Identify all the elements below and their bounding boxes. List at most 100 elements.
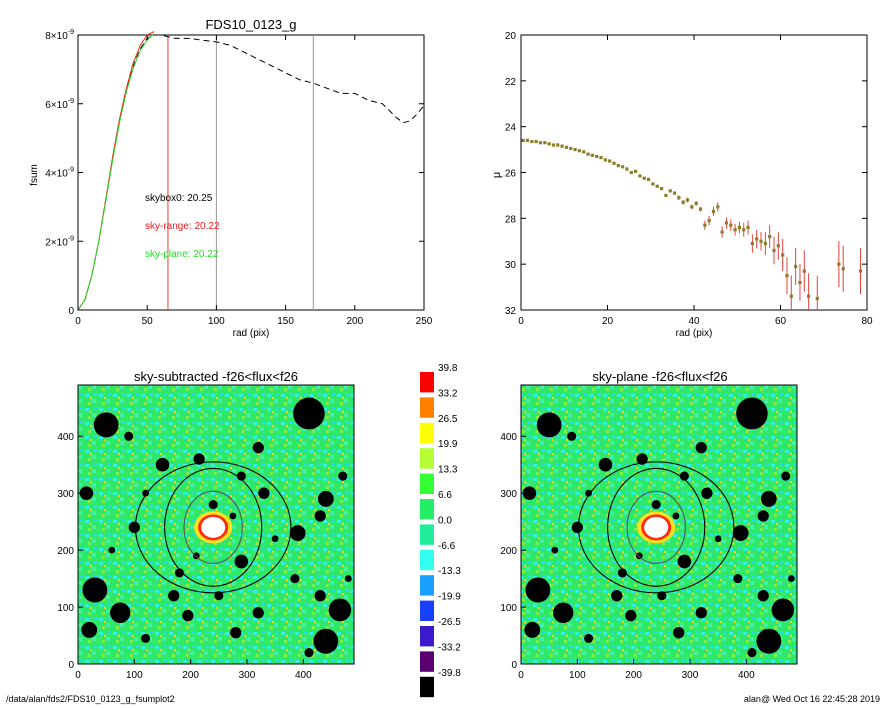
image-ytick-label: 300 (57, 489, 74, 500)
masked-object (79, 486, 94, 501)
masked-object (110, 602, 131, 624)
masked-object (304, 648, 314, 658)
colorbar-label: 13.3 (438, 465, 458, 476)
mu-point (733, 228, 737, 232)
mu-point (655, 184, 659, 188)
image-xtick-label: 200 (182, 670, 199, 681)
mu-point (556, 143, 560, 147)
masked-object (571, 521, 583, 534)
isophote-ellipse (164, 467, 263, 587)
mu-point (685, 198, 690, 202)
fsum-xtick-label: 100 (208, 316, 225, 327)
mu-point (530, 139, 534, 144)
masked-object (567, 431, 577, 441)
mu-point (707, 219, 711, 223)
fsum-ylabel: fsum (29, 164, 40, 186)
mu-point (577, 149, 581, 153)
image-ytick-label: 100 (57, 603, 74, 614)
mu-ytick-label: 20 (505, 31, 517, 42)
masked-object (536, 412, 562, 438)
masked-object (756, 628, 782, 654)
colorbar-swatch (420, 499, 434, 520)
masked-object (673, 626, 685, 639)
image-xtick-label: 300 (682, 670, 699, 681)
masked-object (234, 554, 249, 569)
mu-point (763, 241, 767, 246)
mu-point (802, 269, 806, 273)
masked-object (314, 510, 326, 522)
masked-object (553, 602, 574, 624)
mu-point (608, 159, 612, 163)
mu-xtick-label: 60 (775, 316, 787, 327)
mu-point (776, 244, 780, 248)
annotation-sky-plane: sky-plane: 20.22 (145, 249, 219, 260)
mu-point (634, 169, 638, 173)
mu-point (629, 170, 633, 175)
mu-point (798, 280, 802, 285)
mu-point (538, 141, 543, 145)
colorbar-swatch (420, 575, 434, 596)
mu-point (724, 221, 729, 225)
masked-object (757, 589, 769, 602)
colorbar-swatch (420, 626, 434, 647)
fsum-xtick-label: 250 (416, 316, 433, 327)
mu-point (547, 142, 551, 146)
masked-object (747, 648, 757, 658)
mu-point (616, 164, 620, 168)
colorbar-swatch (420, 397, 434, 418)
masked-object (677, 554, 692, 569)
image-frame (520, 384, 798, 665)
fsum-xtick-label: 200 (346, 316, 363, 327)
fsum-ytick-label: 0 (68, 306, 74, 317)
masked-object (168, 589, 180, 602)
sky-plane-title: sky-plane -f26<flux<f26 (592, 369, 727, 384)
masked-object (611, 589, 623, 602)
colorbar-swatch (420, 524, 434, 545)
sky-plane-image (520, 384, 798, 665)
mu-point (837, 262, 841, 266)
colorbar: 39.8 33.2 26.5 19.9 13.3 6.6 0.0 -6.6 -13.3 -19.9… (420, 363, 461, 698)
mu-point (781, 253, 785, 257)
image-ytick-label: 100 (500, 603, 517, 614)
masked-object (108, 546, 116, 554)
fsum-series-1 (77, 31, 155, 311)
mu-point (569, 146, 573, 151)
mu-point (807, 294, 811, 298)
fsum-ytick-label: 8×10-9 (45, 29, 74, 42)
annotation-skybox0: skybox0: 20.25 (145, 193, 213, 204)
isophote-ellipse (183, 490, 243, 564)
sky-subtracted-image (77, 384, 355, 665)
mu-point (694, 201, 698, 206)
colorbar-label: -39.8 (438, 668, 461, 679)
colorbar-label: 26.5 (438, 414, 458, 425)
mu-point (664, 193, 668, 198)
mu-point (534, 139, 538, 144)
masked-object (733, 574, 743, 584)
fsum-xtick-label: 150 (277, 316, 294, 327)
image-xtick-label: 0 (518, 670, 524, 681)
masked-object (551, 546, 559, 554)
mu-point (525, 138, 530, 143)
masked-object (522, 486, 537, 501)
mu-point (815, 296, 819, 301)
colorbar-label: -6.6 (438, 541, 456, 552)
mu-point (646, 177, 651, 181)
mu-point (625, 167, 629, 171)
colorbar-swatch (420, 372, 434, 393)
footer-timestamp: alan@ Wed Oct 16 22:45:28 2019 (743, 694, 880, 704)
sky-plane-panel: sky-plane -f26<flux<f26 0 100 200 300 400 0 10… (500, 369, 798, 681)
masked-object (657, 591, 667, 601)
colorbar-swatch (420, 422, 434, 444)
image-ytick-label: 300 (500, 489, 517, 500)
masked-object (525, 577, 551, 603)
colorbar-swatch (420, 676, 434, 698)
masked-object (174, 568, 184, 578)
mu-point (659, 186, 664, 191)
mu-point (794, 264, 798, 269)
mu-point (858, 269, 863, 273)
mu-point (582, 150, 586, 154)
fsum-series-2 (77, 32, 155, 311)
mu-point (716, 205, 720, 209)
masked-object (313, 628, 339, 654)
